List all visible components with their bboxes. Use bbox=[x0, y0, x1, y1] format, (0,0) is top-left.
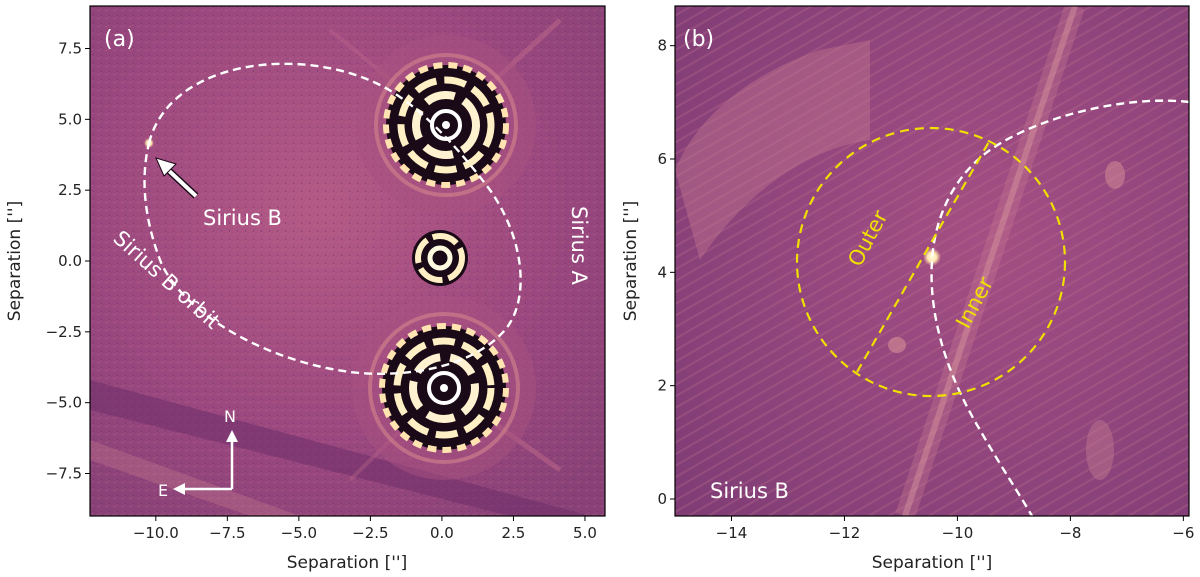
panel-b-xtick-label: −14 bbox=[716, 524, 748, 542]
sirius-b-orbit-line bbox=[143, 62, 522, 375]
panel-b-sirius-b-label: Sirius B bbox=[710, 479, 789, 503]
panel-a-axes: −10.0 −7.5 −5.0 −2.5 0.0 2.5 5.0 7.5 5.0 2.5 0.0 −2… bbox=[46, 40, 597, 543]
aperture-circle bbox=[795, 126, 1067, 398]
panel-b-ylabel: Separation [''] bbox=[621, 201, 641, 321]
panel-a: N E (a) Sirius B Sirius B orbit Sirius A… bbox=[5, 5, 606, 573]
sirius-b-arrow bbox=[155, 157, 199, 199]
sirius-a-label: Sirius A bbox=[567, 206, 591, 286]
sirius-a-image-center bbox=[412, 230, 468, 286]
panel-a-ytick-label: 0.0 bbox=[58, 252, 82, 270]
panel-a-xtick-label: 0.0 bbox=[430, 524, 454, 542]
panel-b-xtick-label: −6 bbox=[1172, 524, 1194, 542]
panel-b-xtick-label: −8 bbox=[1059, 524, 1081, 542]
panel-a-ytick-label: 2.5 bbox=[58, 181, 82, 199]
panel-b-ytick-label: 8 bbox=[657, 37, 667, 55]
compass-north-label: N bbox=[224, 407, 236, 426]
panel-a-ytick-label: 7.5 bbox=[58, 40, 82, 58]
sirius-a-image-top bbox=[356, 35, 536, 215]
compass: N E bbox=[158, 407, 238, 500]
panel-a-ytick-label: −2.5 bbox=[46, 323, 82, 341]
panel-a-xtick-label: −5.0 bbox=[281, 524, 317, 542]
sirius-b-label: Sirius B bbox=[203, 206, 282, 230]
panel-b-image: (b) Sirius B Outer Inner bbox=[675, 6, 1189, 516]
panel-a-ytick-label: −7.5 bbox=[46, 465, 82, 483]
panel-b: (b) Sirius B Outer Inner −14 −12 −10 −8 −6 8 6… bbox=[621, 5, 1194, 573]
panel-a-xtick-label: −10.0 bbox=[133, 524, 179, 542]
panel-b-ytick-label: 6 bbox=[657, 150, 667, 168]
sirius-a-image-bottom bbox=[352, 296, 536, 480]
panel-a-xtick-label: −2.5 bbox=[352, 524, 388, 542]
panel-a-xtick-label: 2.5 bbox=[502, 524, 526, 542]
panel-b-ytick-label: 0 bbox=[657, 490, 667, 508]
panel-a-image: N E (a) Sirius B Sirius B orbit Sirius A bbox=[90, 6, 605, 516]
compass-east-label: E bbox=[158, 481, 168, 500]
panel-b-axes: −14 −12 −10 −8 −6 8 6 4 2 0 bbox=[657, 37, 1194, 542]
panel-b-orbit-line bbox=[930, 99, 1189, 516]
panel-a-ytick-label: −5.0 bbox=[46, 394, 82, 412]
panel-b-xlabel: Separation [''] bbox=[872, 553, 992, 573]
panel-a-label: (a) bbox=[104, 27, 135, 52]
panel-a-ytick-label: 5.0 bbox=[58, 110, 82, 128]
panel-a-ylabel: Separation [''] bbox=[5, 201, 25, 321]
panel-b-ytick-label: 4 bbox=[657, 263, 667, 281]
panel-a-xtick-label: −7.5 bbox=[209, 524, 245, 542]
panel-b-xtick-label: −10 bbox=[942, 524, 974, 542]
panel-b-sirius-b-point bbox=[923, 248, 941, 266]
panel-b-label: (b) bbox=[683, 27, 714, 52]
panel-a-xtick-label: 5.0 bbox=[573, 524, 597, 542]
panel-b-xtick-label: −12 bbox=[829, 524, 861, 542]
panel-a-xlabel: Separation [''] bbox=[287, 553, 407, 573]
panel-b-ytick-label: 2 bbox=[657, 377, 667, 395]
panel-b-frame bbox=[674, 5, 1190, 517]
